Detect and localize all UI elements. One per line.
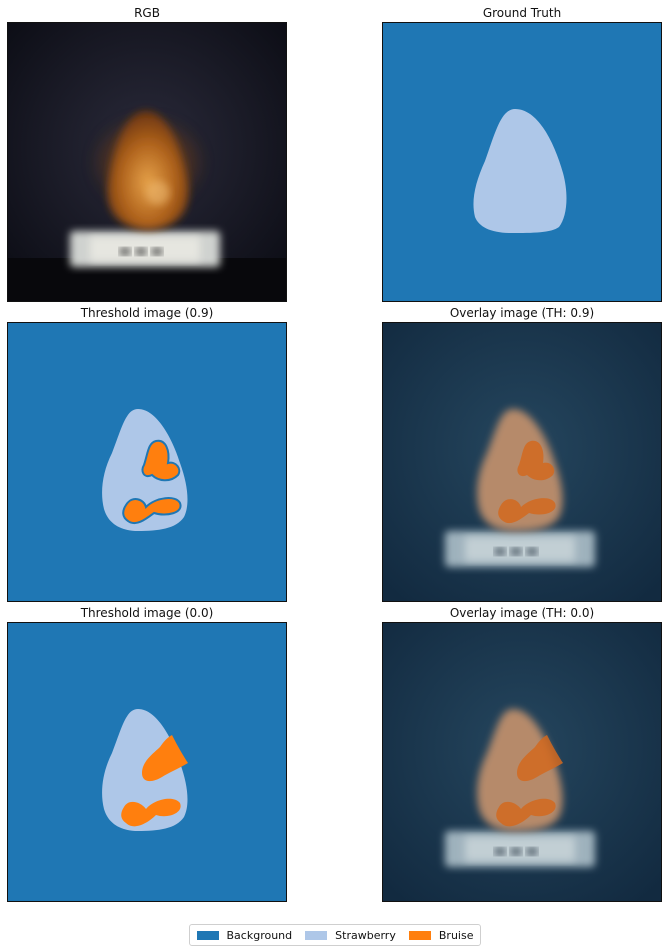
legend: Background Strawberry Bruise	[189, 924, 481, 946]
overlay-image-09	[382, 322, 662, 602]
rgb-image	[7, 22, 287, 302]
panel-title-threshold-00: Threshold image (0.0)	[80, 606, 214, 620]
threshold-mask-09	[7, 322, 287, 602]
legend-item-bruise: Bruise	[408, 928, 474, 942]
panel-title-overlay-00: Overlay image (TH: 0.0)	[449, 606, 595, 620]
overlay-image-00	[382, 622, 662, 902]
legend-item-background: Background	[196, 928, 293, 942]
legend-label-strawberry: Strawberry	[335, 928, 396, 942]
ground-truth-mask	[382, 22, 662, 302]
legend-item-strawberry: Strawberry	[305, 929, 396, 942]
panel-title-threshold-09: Threshold image (0.9)	[80, 306, 214, 320]
threshold-mask-00	[7, 622, 287, 902]
legend-swatch-bruise	[408, 930, 431, 940]
legend-label-background: Background	[226, 928, 293, 942]
panel-title-overlay-09: Overlay image (TH: 0.9)	[449, 306, 595, 320]
panel-title-rgb: RGB	[134, 6, 160, 20]
legend-label-bruise: Bruise	[438, 928, 474, 942]
legend-swatch-background	[196, 930, 219, 940]
panel-title-ground-truth: Ground Truth	[482, 6, 562, 20]
legend-swatch-strawberry	[305, 930, 328, 940]
